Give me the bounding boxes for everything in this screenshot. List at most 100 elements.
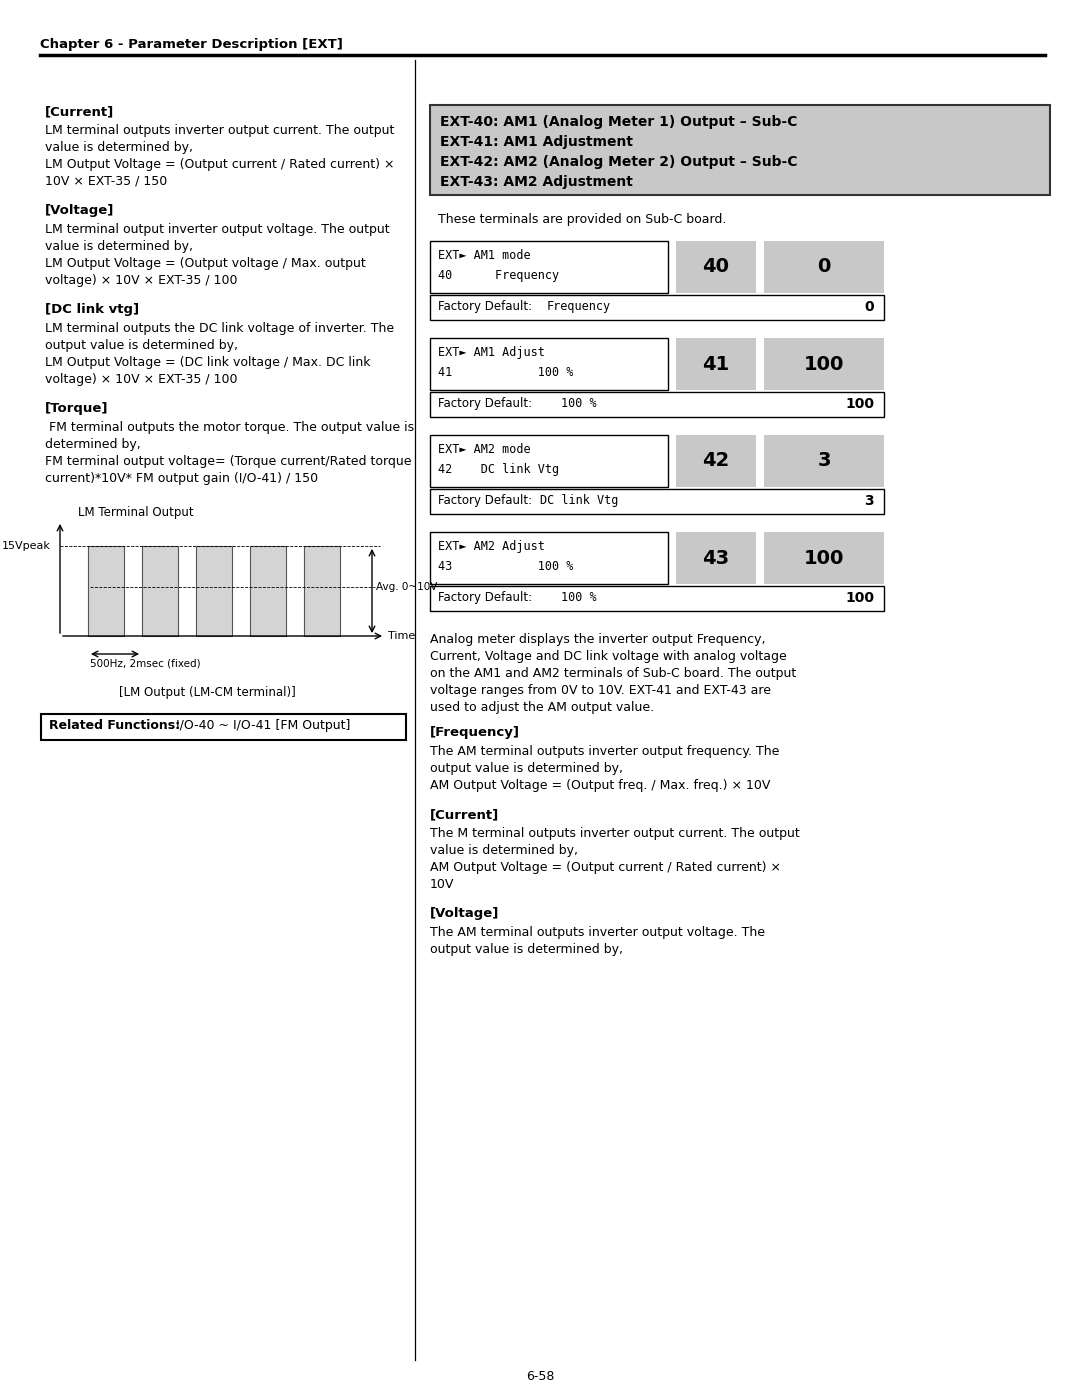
Text: value is determined by,: value is determined by, xyxy=(430,844,578,856)
Text: FM terminal output voltage= (Torque current/Rated torque: FM terminal output voltage= (Torque curr… xyxy=(45,455,411,468)
Text: EXT► AM2 mode: EXT► AM2 mode xyxy=(438,443,530,455)
Text: [Frequency]: [Frequency] xyxy=(430,726,519,739)
Text: I/O-40 ~ I/O-41 [FM Output]: I/O-40 ~ I/O-41 [FM Output] xyxy=(160,719,350,732)
Text: 100: 100 xyxy=(845,397,874,411)
Text: EXT-40: AM1 (Analog Meter 1) Output – Sub-C: EXT-40: AM1 (Analog Meter 1) Output – Su… xyxy=(440,115,797,129)
Text: value is determined by,: value is determined by, xyxy=(45,240,193,253)
Text: EXT► AM1 Adjust: EXT► AM1 Adjust xyxy=(438,346,545,359)
Text: Factory Default:: Factory Default: xyxy=(438,495,532,507)
Text: The M terminal outputs inverter output current. The output: The M terminal outputs inverter output c… xyxy=(430,827,800,840)
Text: LM terminal outputs inverter output current. The output: LM terminal outputs inverter output curr… xyxy=(45,124,394,137)
Bar xyxy=(430,585,885,610)
Text: DC link Vtg: DC link Vtg xyxy=(540,495,618,507)
Text: LM Output Voltage = (Output current / Rated current) ×: LM Output Voltage = (Output current / Ra… xyxy=(45,158,394,170)
Text: Avg. 0~10V: Avg. 0~10V xyxy=(376,581,437,591)
Text: Related Functions:: Related Functions: xyxy=(49,719,180,732)
Text: 0: 0 xyxy=(818,257,831,277)
Text: Chapter 6 - Parameter Description [EXT]: Chapter 6 - Parameter Description [EXT] xyxy=(40,38,342,52)
Text: current)*10V* FM output gain (I/O-41) / 150: current)*10V* FM output gain (I/O-41) / … xyxy=(45,472,319,485)
Bar xyxy=(430,105,1050,196)
Text: 42: 42 xyxy=(702,451,730,471)
Text: These terminals are provided on Sub-C board.: These terminals are provided on Sub-C bo… xyxy=(438,212,727,226)
Text: EXT► AM2 Adjust: EXT► AM2 Adjust xyxy=(438,541,545,553)
Text: 100: 100 xyxy=(845,591,874,605)
Text: 10V: 10V xyxy=(430,877,455,891)
Text: 6-58: 6-58 xyxy=(526,1370,554,1383)
Text: Current, Voltage and DC link voltage with analog voltage: Current, Voltage and DC link voltage wit… xyxy=(430,650,786,664)
Bar xyxy=(430,532,669,584)
Text: 500Hz, 2msec (fixed): 500Hz, 2msec (fixed) xyxy=(90,659,201,669)
Text: 0: 0 xyxy=(864,300,874,314)
Text: 10V × EXT-35 / 150: 10V × EXT-35 / 150 xyxy=(45,175,167,189)
Text: Factory Default:: Factory Default: xyxy=(438,591,532,604)
Text: LM terminal outputs the DC link voltage of inverter. The: LM terminal outputs the DC link voltage … xyxy=(45,321,394,335)
Text: EXT► AM1 mode: EXT► AM1 mode xyxy=(438,249,530,263)
Text: [Current]: [Current] xyxy=(45,105,114,117)
Text: AM Output Voltage = (Output freq. / Max. freq.) × 10V: AM Output Voltage = (Output freq. / Max.… xyxy=(430,780,770,792)
Bar xyxy=(303,546,340,636)
Text: 43: 43 xyxy=(702,549,730,567)
Text: 41: 41 xyxy=(702,355,730,373)
Text: on the AM1 and AM2 terminals of Sub-C board. The output: on the AM1 and AM2 terminals of Sub-C bo… xyxy=(430,666,796,680)
Bar xyxy=(249,546,286,636)
Text: 3: 3 xyxy=(818,451,831,471)
Bar xyxy=(195,546,232,636)
Bar xyxy=(676,242,756,293)
Text: FM terminal outputs the motor torque. The output value is: FM terminal outputs the motor torque. Th… xyxy=(45,420,414,434)
Bar xyxy=(430,295,885,320)
Text: 40      Frequency: 40 Frequency xyxy=(438,270,559,282)
Text: Time: Time xyxy=(388,631,415,641)
Bar xyxy=(41,714,406,740)
Text: 40: 40 xyxy=(702,257,729,277)
Text: 41            100 %: 41 100 % xyxy=(438,366,573,379)
Text: Analog meter displays the inverter output Frequency,: Analog meter displays the inverter outpu… xyxy=(430,633,766,645)
Text: voltage) × 10V × EXT-35 / 100: voltage) × 10V × EXT-35 / 100 xyxy=(45,274,238,286)
Text: Frequency: Frequency xyxy=(546,300,611,313)
Text: 100: 100 xyxy=(804,549,845,567)
Text: LM Output Voltage = (Output voltage / Max. output: LM Output Voltage = (Output voltage / Ma… xyxy=(45,257,366,270)
Bar xyxy=(430,489,885,514)
Text: [DC link vtg]: [DC link vtg] xyxy=(45,303,139,316)
Text: determined by,: determined by, xyxy=(45,439,140,451)
Text: output value is determined by,: output value is determined by, xyxy=(45,339,238,352)
Bar xyxy=(430,242,669,293)
Text: LM Output Voltage = (DC link voltage / Max. DC link: LM Output Voltage = (DC link voltage / M… xyxy=(45,356,370,369)
Text: The AM terminal outputs inverter output voltage. The: The AM terminal outputs inverter output … xyxy=(430,926,765,939)
Text: [LM Output (LM-CM terminal)]: [LM Output (LM-CM terminal)] xyxy=(119,686,295,698)
Text: EXT-41: AM1 Adjustment: EXT-41: AM1 Adjustment xyxy=(440,136,633,149)
Bar xyxy=(430,338,669,390)
Bar xyxy=(141,546,178,636)
Text: Factory Default:: Factory Default: xyxy=(438,300,532,313)
Text: used to adjust the AM output value.: used to adjust the AM output value. xyxy=(430,701,654,714)
Bar xyxy=(676,338,756,390)
Bar xyxy=(430,434,669,488)
Text: [Voltage]: [Voltage] xyxy=(45,204,114,217)
Text: 3: 3 xyxy=(864,495,874,509)
Bar xyxy=(676,434,756,488)
Text: voltage) × 10V × EXT-35 / 100: voltage) × 10V × EXT-35 / 100 xyxy=(45,373,238,386)
Text: 15Vpeak: 15Vpeak xyxy=(2,541,51,550)
Text: Factory Default:: Factory Default: xyxy=(438,397,532,409)
Text: 42    DC link Vtg: 42 DC link Vtg xyxy=(438,462,559,476)
Text: [Torque]: [Torque] xyxy=(45,402,108,415)
Text: [Voltage]: [Voltage] xyxy=(430,907,499,921)
Bar xyxy=(676,532,756,584)
Text: output value is determined by,: output value is determined by, xyxy=(430,761,623,775)
Text: EXT-43: AM2 Adjustment: EXT-43: AM2 Adjustment xyxy=(440,175,633,189)
Bar xyxy=(764,434,885,488)
Text: LM terminal output inverter output voltage. The output: LM terminal output inverter output volta… xyxy=(45,224,390,236)
Bar xyxy=(430,393,885,416)
Text: output value is determined by,: output value is determined by, xyxy=(430,943,623,956)
Text: 43            100 %: 43 100 % xyxy=(438,560,573,573)
Text: LM Terminal Output: LM Terminal Output xyxy=(78,506,193,520)
Bar xyxy=(87,546,124,636)
Text: The AM terminal outputs inverter output frequency. The: The AM terminal outputs inverter output … xyxy=(430,745,780,759)
Bar xyxy=(764,338,885,390)
Text: 100 %: 100 % xyxy=(562,591,597,604)
Text: 100: 100 xyxy=(804,355,845,373)
Text: 100 %: 100 % xyxy=(562,397,597,409)
Text: [Current]: [Current] xyxy=(430,807,499,821)
Bar xyxy=(764,532,885,584)
Text: EXT-42: AM2 (Analog Meter 2) Output – Sub-C: EXT-42: AM2 (Analog Meter 2) Output – Su… xyxy=(440,155,797,169)
Bar xyxy=(764,242,885,293)
